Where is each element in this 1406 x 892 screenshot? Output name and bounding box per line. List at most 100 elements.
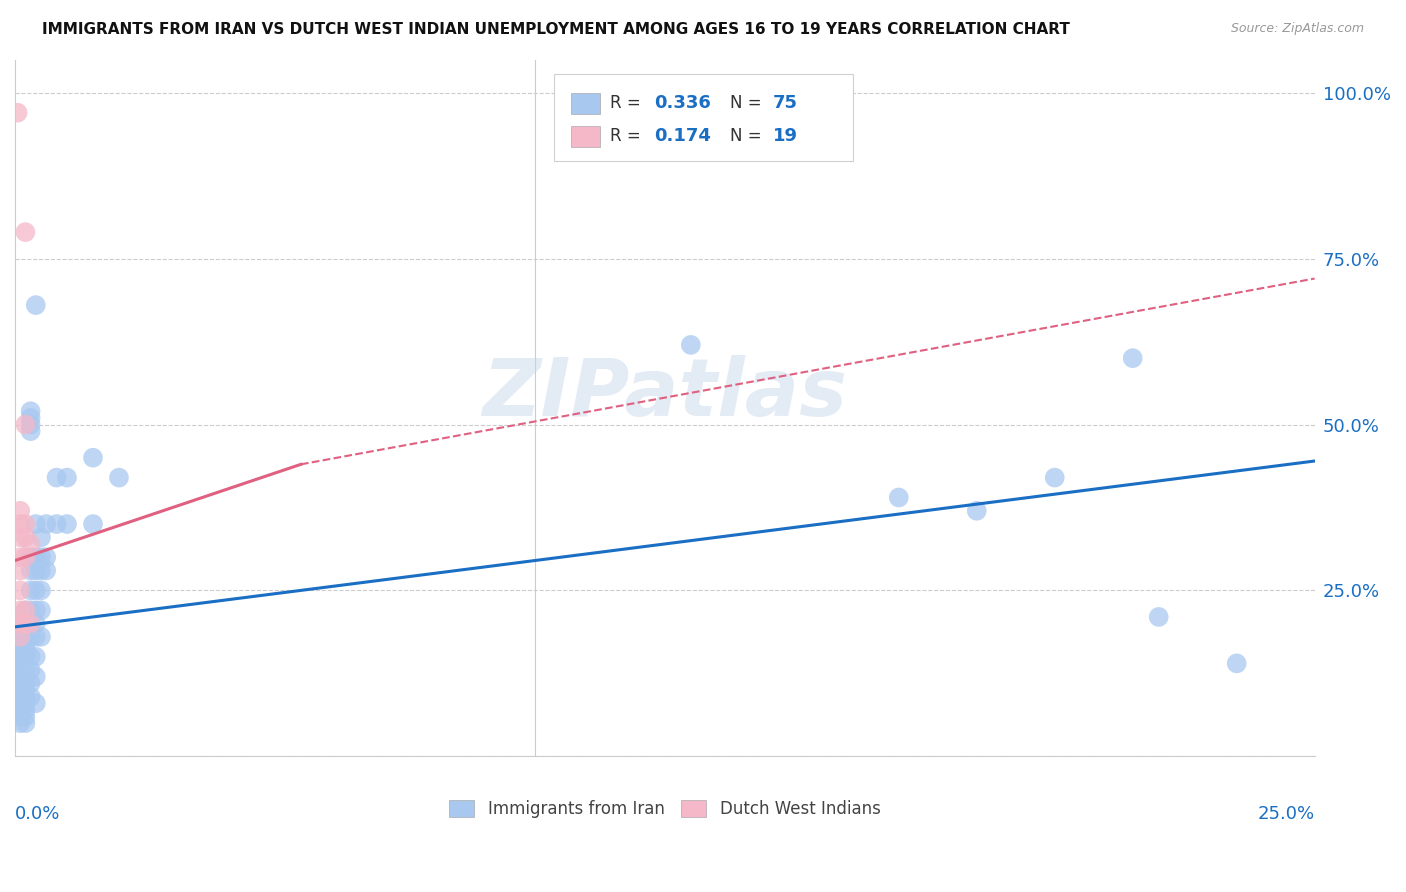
Point <box>30 530 52 544</box>
Point <box>45 516 67 531</box>
Point <box>14 603 37 617</box>
FancyBboxPatch shape <box>554 73 853 161</box>
Point <box>1147 610 1170 624</box>
Point <box>8 649 31 664</box>
Point <box>30 630 52 644</box>
Point <box>8 630 31 644</box>
Point <box>14 682 37 697</box>
Point <box>14 716 37 731</box>
Point <box>8 564 31 578</box>
Point <box>14 676 37 690</box>
Point <box>30 583 52 598</box>
Point <box>24 630 46 644</box>
Text: N =: N = <box>730 95 766 112</box>
Point <box>8 657 31 671</box>
Point <box>8 616 31 631</box>
Point <box>14 516 37 531</box>
Text: 75: 75 <box>773 95 797 112</box>
Point <box>14 709 37 723</box>
Point <box>20 410 42 425</box>
Point <box>8 530 31 544</box>
Point <box>35 550 58 565</box>
Point <box>20 616 42 631</box>
Point <box>14 225 37 239</box>
Point <box>20 424 42 438</box>
Bar <box>571 126 600 146</box>
Point <box>14 703 37 717</box>
Text: 19: 19 <box>773 128 797 145</box>
Point <box>8 516 31 531</box>
Point <box>8 709 31 723</box>
Point <box>35 564 58 578</box>
Point <box>24 696 46 710</box>
Point <box>20 417 42 432</box>
Point <box>14 603 37 617</box>
Point <box>8 643 31 657</box>
Point <box>20 649 42 664</box>
Text: N =: N = <box>730 128 766 145</box>
Point <box>20 630 42 644</box>
Point <box>8 504 31 518</box>
Point <box>8 550 31 565</box>
Point <box>8 716 31 731</box>
Point <box>14 616 37 631</box>
Point <box>24 564 46 578</box>
Point <box>8 616 31 631</box>
Point <box>14 696 37 710</box>
Point <box>8 636 31 650</box>
Point <box>24 670 46 684</box>
Point <box>56 516 79 531</box>
Point <box>14 630 37 644</box>
Point <box>20 564 42 578</box>
Point <box>24 298 46 312</box>
Text: Source: ZipAtlas.com: Source: ZipAtlas.com <box>1230 22 1364 36</box>
Point <box>1226 657 1249 671</box>
Point <box>30 564 52 578</box>
Point <box>24 516 46 531</box>
Point <box>20 583 42 598</box>
Point <box>56 470 79 484</box>
Point <box>30 550 52 565</box>
Text: 25.0%: 25.0% <box>1257 805 1315 823</box>
Point <box>20 616 42 631</box>
Point <box>24 616 46 631</box>
Text: IMMIGRANTS FROM IRAN VS DUTCH WEST INDIAN UNEMPLOYMENT AMONG AGES 16 TO 19 YEARS: IMMIGRANTS FROM IRAN VS DUTCH WEST INDIA… <box>42 22 1070 37</box>
Point <box>679 338 702 352</box>
Point <box>24 603 46 617</box>
Point <box>14 643 37 657</box>
Point <box>108 470 131 484</box>
Point <box>24 583 46 598</box>
Point <box>8 690 31 704</box>
Text: 0.336: 0.336 <box>654 95 711 112</box>
Point <box>20 663 42 677</box>
Point <box>82 450 104 465</box>
Point <box>8 583 31 598</box>
Point <box>24 550 46 565</box>
Point <box>14 690 37 704</box>
Legend: Immigrants from Iran, Dutch West Indians: Immigrants from Iran, Dutch West Indians <box>443 793 887 824</box>
Point <box>20 550 42 565</box>
Point <box>14 649 37 664</box>
Point <box>20 537 42 551</box>
Point <box>7 105 30 120</box>
Point <box>8 670 31 684</box>
Point <box>14 663 37 677</box>
Text: R =: R = <box>610 128 651 145</box>
Point <box>35 516 58 531</box>
Point <box>14 636 37 650</box>
Text: ZIPatlas: ZIPatlas <box>482 355 848 433</box>
Point <box>14 616 37 631</box>
Point <box>8 603 31 617</box>
Point <box>14 670 37 684</box>
Point <box>20 676 42 690</box>
Point <box>8 630 31 644</box>
Point <box>8 663 31 677</box>
Point <box>20 690 42 704</box>
Point <box>8 703 31 717</box>
Point <box>14 530 37 544</box>
Point <box>82 516 104 531</box>
Point <box>20 603 42 617</box>
Point <box>1043 470 1066 484</box>
Point <box>45 470 67 484</box>
Point <box>8 696 31 710</box>
